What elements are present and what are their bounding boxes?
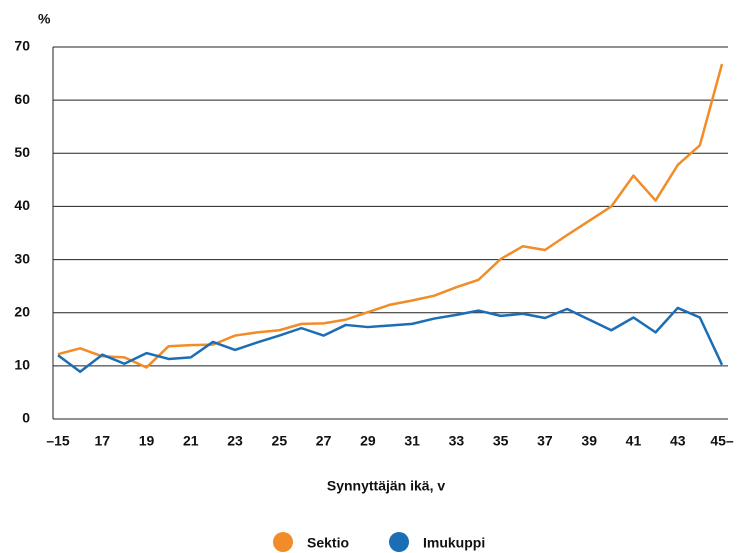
legend-label: Sektio xyxy=(307,535,349,551)
y-tick-label: 0 xyxy=(22,410,30,426)
x-tick-label: 17 xyxy=(94,433,110,449)
y-tick-label: 40 xyxy=(14,197,30,213)
x-tick-label: 45– xyxy=(710,433,734,449)
y-unit: % xyxy=(38,11,51,27)
x-tick-label: 37 xyxy=(537,433,553,449)
y-tick-label: 30 xyxy=(14,250,30,266)
y-tick-label: 70 xyxy=(14,38,30,54)
x-tick-label: 43 xyxy=(670,433,686,449)
y-tick-label: 50 xyxy=(14,144,30,160)
x-tick-label: 31 xyxy=(404,433,420,449)
x-tick-label: 33 xyxy=(449,433,465,449)
x-tick-label: 35 xyxy=(493,433,509,449)
x-tick-label: 21 xyxy=(183,433,199,449)
x-tick-label: 41 xyxy=(626,433,642,449)
series-line xyxy=(57,306,724,373)
x-axis-label: Synnyttäjän ikä, v xyxy=(327,478,445,494)
x-tick-label: 39 xyxy=(581,433,597,449)
x-tick-label: 19 xyxy=(139,433,155,449)
series-line xyxy=(57,63,724,369)
y-tick-label: 20 xyxy=(14,303,30,319)
x-tick-label: –15 xyxy=(46,433,70,449)
y-tick-label: 10 xyxy=(14,357,30,373)
legend-swatch xyxy=(273,532,293,552)
x-tick-label: 23 xyxy=(227,433,243,449)
x-tick-label: 29 xyxy=(360,433,376,449)
legend-swatch xyxy=(389,532,409,552)
y-tick-label: 60 xyxy=(14,91,30,107)
legend-label: Imukuppi xyxy=(423,535,485,551)
x-tick-label: 27 xyxy=(316,433,332,449)
x-tick-label: 25 xyxy=(272,433,288,449)
